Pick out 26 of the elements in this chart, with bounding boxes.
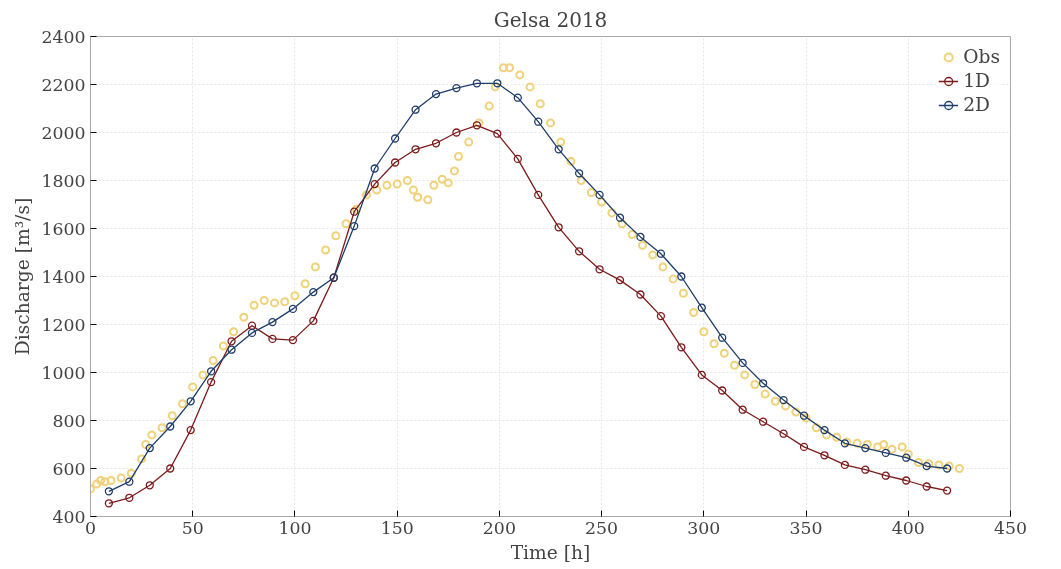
y-tick-label: 2200 — [41, 74, 86, 95]
x-axis-title: Time [h] — [510, 541, 591, 563]
x-tick-label: 200 — [482, 517, 516, 538]
y-tick-label: 600 — [52, 458, 86, 479]
legend-label: 2D — [963, 94, 991, 115]
y-tick-label: 1800 — [41, 170, 86, 191]
chart-title: Gelsa 2018 — [493, 7, 608, 32]
x-tick-label: 250 — [585, 517, 619, 538]
x-tick-label: 50 — [181, 517, 204, 538]
x-tick-label: 150 — [380, 517, 414, 538]
y-tick-label: 2400 — [41, 26, 86, 47]
y-tick-label: 800 — [52, 410, 86, 431]
y-tick-label: 1400 — [41, 266, 86, 287]
x-tick-label: 400 — [891, 517, 925, 538]
x-tick-label: 350 — [789, 517, 823, 538]
y-tick-label: 1600 — [41, 218, 86, 239]
legend-label: Obs — [963, 46, 1000, 67]
y-tick-label: 1200 — [41, 314, 86, 335]
y-tick-label: 1000 — [41, 362, 86, 383]
y-axis-title: Discharge [m³/s] — [12, 197, 34, 356]
x-tick-label: 0 — [84, 517, 97, 538]
y-tick-label: 2000 — [41, 122, 86, 143]
x-tick-label: 300 — [687, 517, 721, 538]
legend-label: 1D — [963, 70, 991, 91]
x-tick-label: 450 — [993, 517, 1028, 538]
x-tick-label: 100 — [278, 517, 312, 538]
